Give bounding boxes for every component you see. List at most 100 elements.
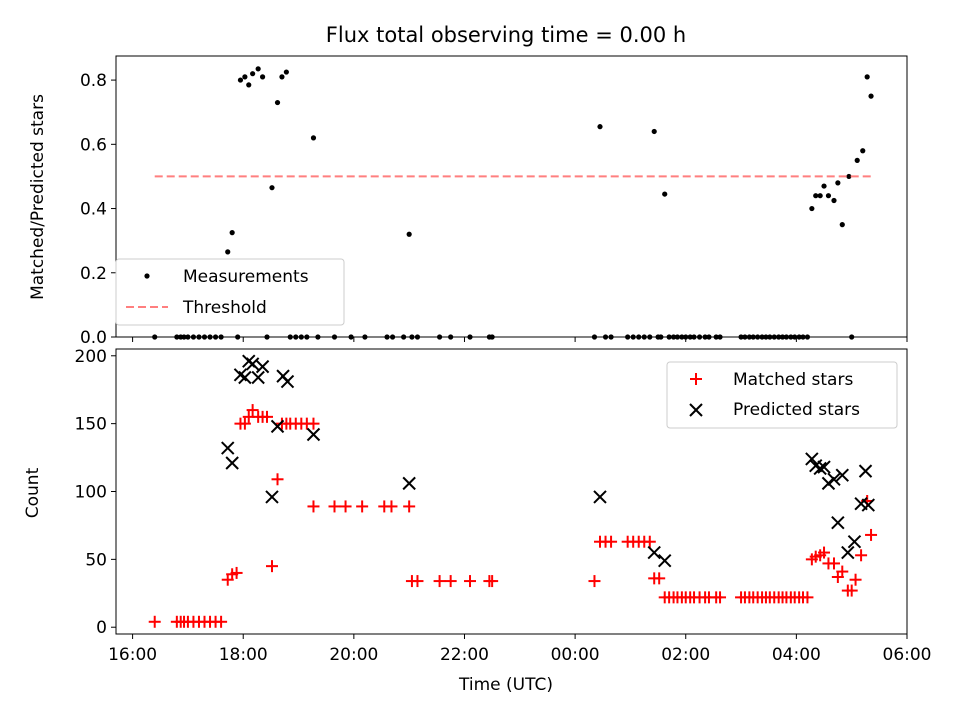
data-point [855,549,868,562]
data-point [356,500,369,513]
data-point [265,490,279,504]
data-point [662,191,668,197]
data-point [817,460,831,474]
y-tick-label: 100 [75,483,107,503]
legend-marker-measurements [144,273,150,279]
data-point [845,584,858,597]
x-tick-label: 06:00 [883,645,932,665]
data-point [246,82,252,88]
data-point [307,500,320,513]
data-point [225,249,231,255]
data-point [658,554,672,568]
data-point [328,500,341,513]
top-legend: Measurements Threshold [115,258,345,326]
x-tick-label: 18:00 [219,645,268,665]
axes-frame [115,348,908,635]
data-point [593,490,607,504]
data-point [265,560,278,573]
data-point [261,410,274,423]
y-tick-label: 0.8 [80,71,107,91]
data-point [242,74,248,80]
data-point [271,473,284,486]
data-point [402,476,416,491]
data-point [835,180,841,186]
chart-title: Flux total observing time = 0.00 h [326,23,686,47]
top-y-axis-label: Matched/Predicted stars [28,94,48,300]
data-point [861,498,875,512]
data-point [221,441,235,455]
data-point [825,193,832,199]
data-point [225,456,239,470]
y-tick-label: 150 [75,415,107,435]
y-tick-label: 0.4 [80,200,107,220]
x-tick-label: 02:00 [661,645,710,665]
x-tick-label: 04:00 [772,645,821,665]
x-tick-label: 22:00 [440,645,489,665]
data-point [403,500,416,513]
legend-marker-matched [690,373,702,385]
axes-frame [115,55,908,338]
legend-frame [115,258,345,326]
legend-label-measurements: Measurements [183,267,309,287]
data-point [818,546,831,559]
data-point [274,99,281,106]
data-point [229,230,235,236]
data-point [801,591,814,604]
data-point [647,545,661,560]
data-point [385,500,398,513]
data-point [831,197,837,204]
bottom-plot-area: 0 50 100 150 200 16:00 18:00 20:00 22:00 00:00 02:… [75,347,932,665]
data-point [245,357,260,371]
data-point [215,615,228,628]
data-point [653,572,666,585]
data-point [238,370,252,385]
data-point [849,573,862,586]
data-point [230,566,243,579]
data-point [835,468,849,482]
x-axis-label: Time (UTC) [458,675,553,695]
data-point [605,535,618,548]
data-point [339,500,352,513]
legend-label-predicted: Predicted stars [733,400,860,420]
data-point [854,157,860,163]
legend-label-matched: Matched stars [733,370,853,390]
y-tick-label: 200 [75,347,107,367]
legend-marker-predicted [689,403,703,417]
y-tick-label: 0.0 [80,328,107,348]
data-point [279,74,285,80]
series-predicted-stars [221,354,875,568]
data-point [813,193,819,199]
data-point [651,128,657,135]
data-point [464,575,477,588]
data-point [433,575,446,588]
data-point [821,476,836,491]
data-point [238,417,251,430]
data-point [827,557,840,570]
data-point [251,370,265,385]
data-point [864,74,870,80]
legend-label-threshold: Threshold [182,298,267,318]
data-point [310,135,317,141]
data-point [237,77,244,83]
data-point [817,193,823,199]
data-point [259,74,266,80]
y-tick-label: 0.2 [80,264,107,284]
data-point [280,374,295,389]
x-tick-label: 00:00 [551,645,600,665]
data-point [411,575,424,588]
data-point [821,183,827,189]
data-point [486,575,499,588]
bottom-y-axis-label: Count [23,467,43,518]
data-point [597,124,603,130]
x-tick-label: 20:00 [329,645,378,665]
data-point [643,535,656,548]
data-point [255,66,261,72]
data-point [809,205,815,212]
data-point [283,69,289,75]
data-point [813,461,827,476]
data-point [839,222,845,228]
data-point [588,575,601,588]
bottom-legend: Matched stars Predicted stars [666,361,898,429]
